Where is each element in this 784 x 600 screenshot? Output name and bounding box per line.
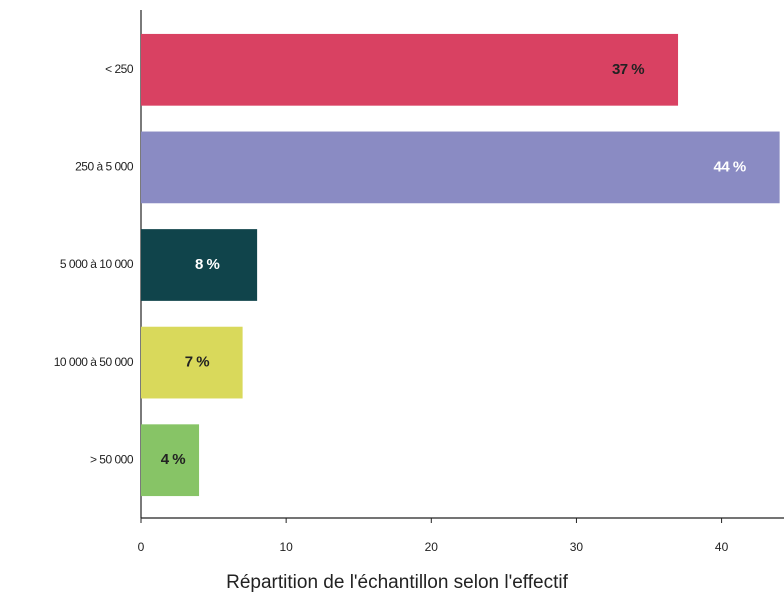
y-tick-label: 250 à 5 000 — [75, 160, 134, 174]
bar — [141, 131, 780, 204]
x-tick-label: 40 — [715, 540, 729, 554]
value-label: 37 % — [612, 61, 644, 78]
x-axis-title: Répartition de l'échantillon selon l'eff… — [226, 572, 568, 593]
value-label: 4 % — [161, 451, 186, 468]
value-label: 8 % — [195, 256, 220, 273]
y-tick-label: > 50 000 — [90, 452, 134, 466]
bar — [141, 33, 679, 106]
x-tick-label: 30 — [570, 540, 584, 554]
bar — [141, 424, 200, 497]
x-tick-label: 10 — [279, 540, 293, 554]
value-label: 44 % — [714, 158, 746, 175]
bar — [141, 229, 258, 301]
y-tick-label: 10 000 à 50 000 — [54, 355, 134, 369]
x-tick-label: 20 — [425, 540, 439, 554]
y-tick-label: 5 000 à 10 000 — [60, 257, 134, 271]
value-label: 7 % — [185, 354, 210, 371]
bar — [141, 326, 243, 399]
y-tick-label: < 250 — [105, 62, 134, 76]
x-tick-label: 0 — [138, 540, 145, 554]
